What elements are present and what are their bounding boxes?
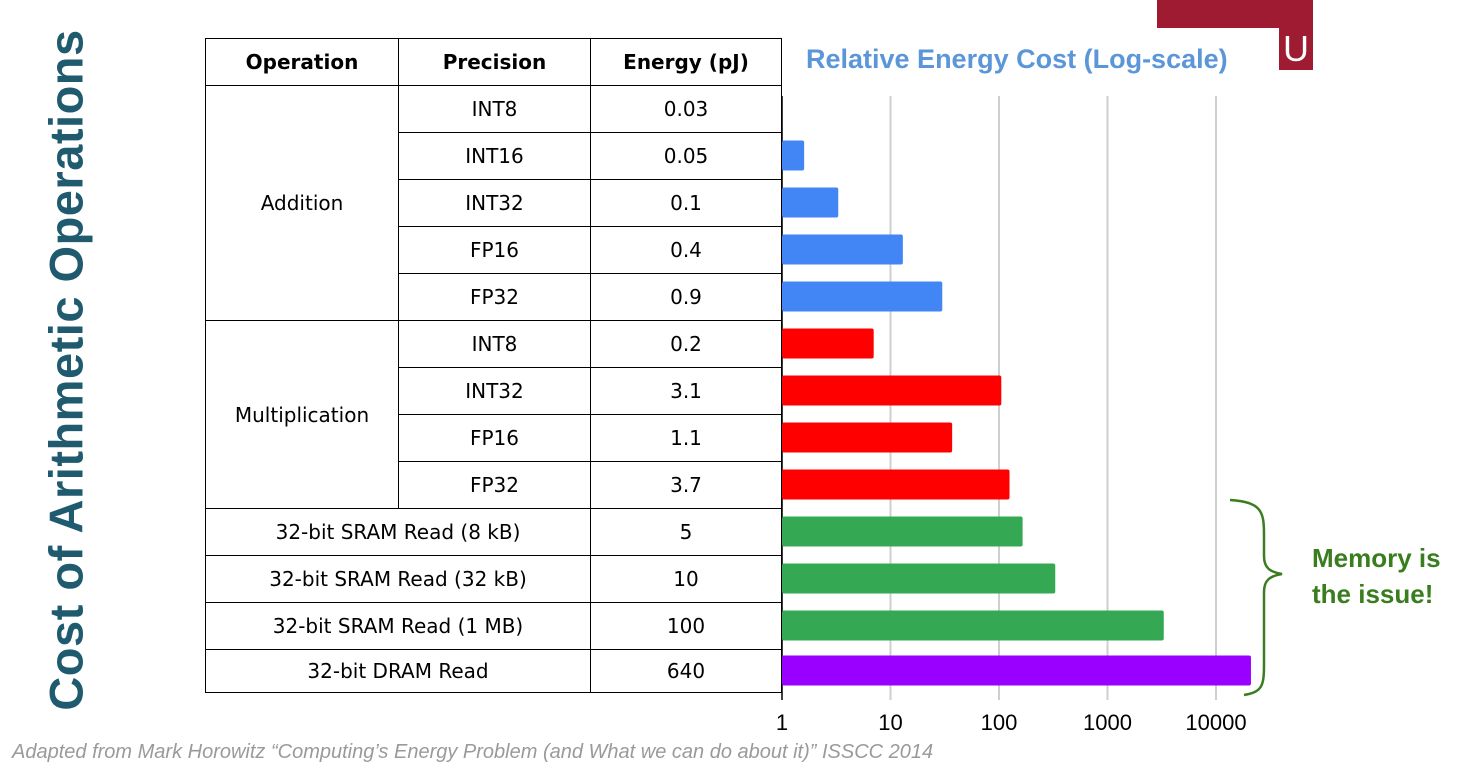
x-tick-label: 1 (776, 710, 788, 735)
table-row: FP32 0.9 (206, 273, 782, 321)
table-row: 32-bit DRAM Read 640 (205, 649, 782, 693)
x-tick-label: 10000 (1185, 710, 1246, 735)
bar-12 (782, 610, 1164, 641)
memory-operation-cell: 32-bit DRAM Read (205, 649, 591, 693)
callout-line-2: the issue! (1312, 579, 1434, 609)
table-header-row: Operation Precision Energy (pJ) (205, 38, 782, 86)
table-row: INT32 3.1 (206, 367, 782, 415)
curly-brace (1229, 498, 1283, 697)
bar-6 (782, 328, 874, 359)
chart-x-axis: 1 10 100 1000 10000 (776, 710, 1247, 735)
table-row: INT32 0.1 (206, 179, 782, 227)
table-row: FP32 3.7 (206, 461, 782, 509)
source-caption: Adapted from Mark Horowitz “Computing’s … (12, 741, 934, 763)
energy-table: Operation Precision Energy (pJ) Addition… (205, 38, 782, 693)
bar-13 (782, 655, 1251, 686)
energy-cell: 100 (590, 602, 782, 650)
logo-letter: U (1283, 28, 1309, 69)
group-label-addition: Addition (205, 85, 399, 321)
bar-4 (782, 234, 903, 265)
table-row: 32-bit SRAM Read (32 kB) 10 (205, 555, 782, 603)
table-row: Multiplication INT8 0.2 (205, 320, 782, 509)
table-row: 32-bit SRAM Read (8 kB) 5 (205, 508, 782, 556)
precision-cell: FP16 (398, 414, 591, 462)
table-row: FP16 1.1 (206, 414, 782, 462)
table-row: FP16 0.4 (206, 226, 782, 274)
bar-7 (782, 375, 1002, 406)
energy-cell: 0.2 (590, 320, 782, 368)
memory-callout: Memory is the issue! (1312, 540, 1441, 612)
memory-operation-cell: 32-bit SRAM Read (1 MB) (205, 602, 591, 650)
x-tick-label: 1000 (1083, 710, 1132, 735)
group-label-multiplication: Multiplication (205, 320, 399, 509)
energy-cell: 0.1 (590, 179, 782, 227)
bar-8 (782, 422, 953, 453)
bar-11 (782, 563, 1056, 594)
x-tick-label: 100 (981, 710, 1018, 735)
chart-bars (782, 140, 1251, 686)
memory-operation-cell: 32-bit SRAM Read (32 kB) (205, 555, 591, 603)
bar-2 (782, 140, 805, 171)
energy-cell: 640 (590, 649, 782, 693)
table-row: Addition INT8 0.03 (205, 85, 782, 321)
bar-9 (782, 469, 1010, 500)
energy-cell: 3.7 (590, 461, 782, 509)
x-tick-label: 10 (878, 710, 902, 735)
callout-line-1: Memory is (1312, 543, 1441, 573)
bar-3 (782, 187, 839, 218)
table-row: 32-bit SRAM Read (1 MB) 100 (205, 602, 782, 650)
precision-cell: INT32 (398, 179, 591, 227)
energy-cell: 0.03 (590, 85, 782, 133)
university-logo: U (1157, 0, 1313, 70)
bar-5 (782, 281, 943, 312)
precision-cell: INT16 (398, 132, 591, 180)
table-row: INT16 0.05 (206, 132, 782, 180)
header-precision: Precision (398, 38, 591, 86)
precision-cell: FP32 (398, 461, 591, 509)
chart-title: Relative Energy Cost (Log-scale) (806, 44, 1228, 74)
bar-10 (782, 516, 1023, 547)
energy-cell: 10 (590, 555, 782, 603)
logo-white-panel (1157, 28, 1279, 70)
precision-cell: INT32 (398, 367, 591, 415)
memory-operation-cell: 32-bit SRAM Read (8 kB) (205, 508, 591, 556)
energy-cell: 0.9 (590, 273, 782, 321)
header-operation: Operation (205, 38, 399, 86)
energy-cell: 1.1 (590, 414, 782, 462)
precision-cell: FP16 (398, 226, 591, 274)
